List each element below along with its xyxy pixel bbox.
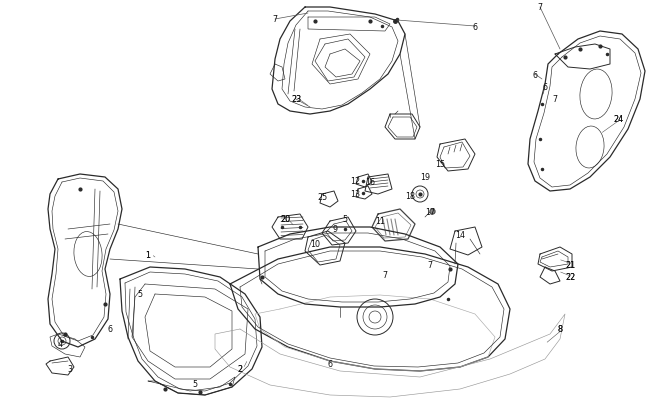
Text: 6: 6 — [543, 83, 547, 92]
Text: 20: 20 — [280, 215, 290, 224]
Text: 7: 7 — [538, 4, 543, 13]
Text: 1: 1 — [146, 250, 151, 259]
Text: 7: 7 — [382, 270, 387, 279]
Text: 6: 6 — [328, 360, 333, 369]
Text: 24: 24 — [613, 115, 623, 124]
Text: 11: 11 — [375, 217, 385, 226]
Text: 7: 7 — [272, 15, 278, 24]
Text: 9: 9 — [332, 225, 337, 234]
Text: 3: 3 — [68, 364, 73, 373]
Text: 19: 19 — [420, 173, 430, 182]
Text: 5: 5 — [343, 215, 348, 224]
Text: 23: 23 — [291, 95, 301, 104]
Text: 12: 12 — [350, 177, 360, 186]
Text: 7: 7 — [552, 95, 558, 104]
Text: 15: 15 — [435, 160, 445, 169]
Text: 8: 8 — [558, 325, 562, 334]
Text: 7: 7 — [428, 260, 432, 269]
Text: 14: 14 — [455, 231, 465, 240]
Text: 22: 22 — [565, 273, 575, 282]
Text: 2: 2 — [237, 364, 242, 373]
Text: 22: 22 — [565, 273, 575, 282]
Text: 8: 8 — [558, 325, 562, 334]
Text: 5: 5 — [137, 290, 142, 299]
Text: 2: 2 — [237, 364, 242, 373]
Text: 6: 6 — [107, 325, 112, 334]
Text: 5: 5 — [192, 379, 198, 388]
Text: 21: 21 — [565, 260, 575, 269]
Text: 16: 16 — [365, 178, 375, 187]
Text: 20: 20 — [280, 215, 290, 224]
Text: 13: 13 — [350, 190, 360, 199]
Text: 4: 4 — [57, 340, 62, 349]
Text: 25: 25 — [318, 193, 328, 202]
Text: 10: 10 — [310, 240, 320, 249]
Text: 1: 1 — [146, 250, 151, 259]
Text: 23: 23 — [291, 95, 301, 104]
Text: 17: 17 — [425, 208, 435, 217]
Text: 18: 18 — [405, 192, 415, 201]
Text: 24: 24 — [613, 115, 623, 124]
Text: 6: 6 — [532, 70, 538, 79]
Text: 21: 21 — [565, 260, 575, 269]
Text: 6: 6 — [473, 22, 478, 32]
